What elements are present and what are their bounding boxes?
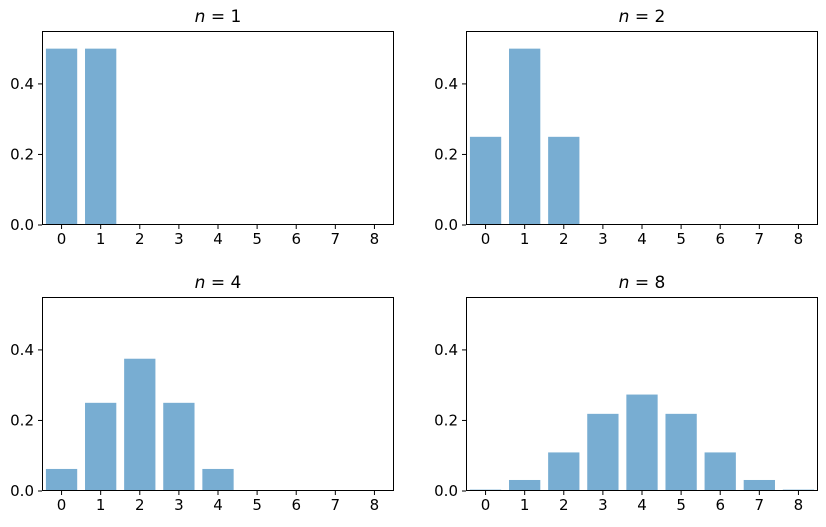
- subplot-title: n = 8: [619, 273, 666, 293]
- x-tick-label: 4: [213, 230, 223, 248]
- x-tick-label: 2: [135, 230, 145, 248]
- bar: [704, 452, 736, 491]
- y-tick-label: 0.2: [10, 411, 34, 429]
- title-rest: = 8: [629, 273, 665, 293]
- bar: [469, 136, 502, 225]
- title-rest: = 2: [629, 7, 665, 27]
- bar: [202, 468, 234, 491]
- x-tick-label: 0: [481, 230, 491, 248]
- axes-frame: [466, 297, 818, 491]
- y-tick-label: 0.2: [10, 145, 34, 163]
- x-tick-label: 3: [174, 230, 184, 248]
- subplot-title: n = 1: [195, 7, 242, 27]
- bar: [509, 479, 541, 491]
- bar: [665, 413, 697, 491]
- x-tick-label: 3: [598, 230, 608, 248]
- x-tick-label: 2: [559, 496, 569, 514]
- subplot-n=8: n = 8 0 1 2 3 4 5 6 7 8 0.0 0.2 0.4: [434, 273, 818, 514]
- x-tick-label: 2: [559, 230, 569, 248]
- bar: [587, 413, 619, 491]
- x-tick-label: 1: [96, 496, 106, 514]
- x-tick-label: 8: [794, 230, 804, 248]
- x-tick-label: 1: [96, 230, 106, 248]
- subplot-n=4: n = 4 0 1 2 3 4 5 6 7 8 0.0 0.2 0.4: [10, 273, 394, 514]
- bar: [85, 48, 117, 225]
- subplot-n=1: n = 1 0 1 2 3 4 5 6 7 8 0.0 0.2 0.4: [10, 7, 394, 248]
- x-tick-label: 7: [755, 496, 765, 514]
- title-rest: = 4: [205, 273, 241, 293]
- x-tick-label: 1: [520, 230, 530, 248]
- subplot-n=2: n = 2 0 1 2 3 4 5 6 7 8 0.0 0.2 0.4: [434, 7, 818, 248]
- title-variable: n: [195, 7, 206, 27]
- x-tick-label: 1: [520, 496, 530, 514]
- y-tick-label: 0.0: [434, 482, 458, 500]
- bar: [548, 136, 580, 225]
- x-tick-label: 6: [715, 496, 725, 514]
- bar: [743, 479, 775, 491]
- y-tick-label: 0.0: [10, 482, 34, 500]
- y-tick-label: 0.2: [434, 145, 458, 163]
- y-tick-label: 0.0: [10, 216, 34, 234]
- x-tick-label: 4: [637, 496, 647, 514]
- bar: [85, 402, 117, 491]
- y-tick-label: 0.4: [10, 75, 34, 93]
- x-tick-label: 7: [331, 496, 341, 514]
- x-tick-label: 5: [252, 230, 262, 248]
- x-tick-label: 8: [370, 496, 380, 514]
- bar: [163, 402, 195, 491]
- y-tick-label: 0.2: [434, 411, 458, 429]
- x-tick-label: 2: [135, 496, 145, 514]
- x-tick-label: 5: [676, 496, 686, 514]
- subplot-title: n = 4: [195, 273, 242, 293]
- x-tick-label: 7: [755, 230, 765, 248]
- x-tick-label: 7: [331, 230, 341, 248]
- y-tick-label: 0.4: [10, 341, 34, 359]
- x-tick-label: 5: [252, 496, 262, 514]
- y-tick-label: 0.0: [434, 216, 458, 234]
- x-tick-label: 3: [174, 496, 184, 514]
- y-tick-label: 0.4: [434, 341, 458, 359]
- x-tick-label: 4: [213, 496, 223, 514]
- bar: [509, 48, 541, 225]
- x-tick-label: 8: [370, 230, 380, 248]
- x-tick-label: 0: [57, 496, 67, 514]
- subplot-title: n = 2: [619, 7, 666, 27]
- title-rest: = 1: [205, 7, 241, 27]
- bar: [124, 358, 156, 491]
- title-variable: n: [619, 273, 630, 293]
- bar: [45, 48, 78, 225]
- bar: [548, 452, 580, 491]
- axes-frame: [42, 297, 394, 491]
- axes-frame: [42, 31, 394, 225]
- x-tick-label: 5: [676, 230, 686, 248]
- axes-frame: [466, 31, 818, 225]
- x-tick-label: 6: [291, 230, 301, 248]
- x-tick-label: 3: [598, 496, 608, 514]
- y-tick-label: 0.4: [434, 75, 458, 93]
- x-tick-label: 0: [57, 230, 67, 248]
- bar: [626, 394, 658, 491]
- x-tick-label: 4: [637, 230, 647, 248]
- x-tick-label: 6: [715, 230, 725, 248]
- x-tick-label: 6: [291, 496, 301, 514]
- x-tick-label: 0: [481, 496, 491, 514]
- title-variable: n: [619, 7, 630, 27]
- bar: [45, 468, 78, 491]
- x-tick-label: 8: [794, 496, 804, 514]
- title-variable: n: [195, 273, 206, 293]
